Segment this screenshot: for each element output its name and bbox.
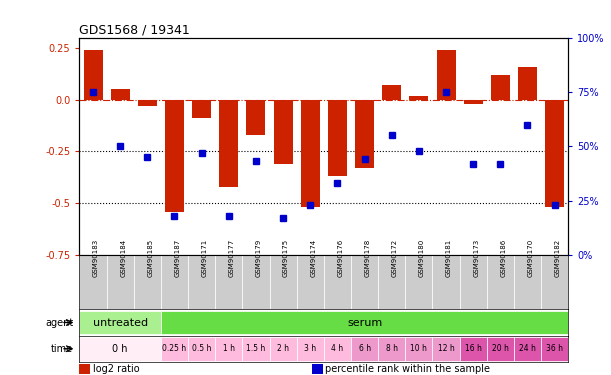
Bar: [459, 337, 487, 361]
Bar: [188, 337, 215, 361]
Bar: [246, 100, 265, 135]
Bar: [297, 337, 324, 361]
Bar: [487, 255, 514, 309]
Bar: [433, 337, 459, 361]
Text: GSM90185: GSM90185: [147, 238, 153, 277]
Text: 0.5 h: 0.5 h: [192, 344, 211, 353]
Text: 2 h: 2 h: [277, 344, 289, 353]
Bar: [409, 96, 428, 100]
Bar: [215, 337, 243, 361]
Text: GSM90184: GSM90184: [120, 238, 126, 277]
Bar: [464, 100, 483, 104]
Bar: [161, 255, 188, 309]
Bar: [324, 255, 351, 309]
Bar: [161, 310, 568, 334]
Text: GSM90178: GSM90178: [365, 238, 370, 277]
Bar: [405, 337, 433, 361]
Bar: [269, 337, 297, 361]
Text: time: time: [51, 344, 73, 354]
Bar: [433, 255, 459, 309]
Bar: [378, 337, 405, 361]
Text: 20 h: 20 h: [492, 344, 509, 353]
Bar: [436, 50, 456, 100]
Text: GSM90186: GSM90186: [500, 238, 507, 277]
Bar: [243, 255, 269, 309]
Bar: [355, 100, 374, 168]
Text: GSM90177: GSM90177: [229, 238, 235, 277]
Text: GSM90180: GSM90180: [419, 238, 425, 277]
Text: percentile rank within the sample: percentile rank within the sample: [325, 364, 490, 374]
Bar: [269, 255, 297, 309]
Text: 8 h: 8 h: [386, 344, 398, 353]
Bar: [79, 310, 161, 334]
Bar: [514, 255, 541, 309]
Text: serum: serum: [347, 318, 382, 327]
Text: 6 h: 6 h: [359, 344, 371, 353]
Bar: [405, 255, 433, 309]
Bar: [459, 255, 487, 309]
Bar: [134, 255, 161, 309]
Bar: [243, 337, 269, 361]
Bar: [301, 100, 320, 207]
Text: GSM90172: GSM90172: [392, 238, 398, 277]
Text: log2 ratio: log2 ratio: [93, 364, 139, 374]
Bar: [491, 75, 510, 100]
Text: GSM90175: GSM90175: [283, 238, 289, 277]
Text: 0 h: 0 h: [112, 344, 128, 354]
Bar: [79, 337, 161, 361]
Text: GSM90176: GSM90176: [337, 238, 343, 277]
Text: 3 h: 3 h: [304, 344, 316, 353]
Text: 10 h: 10 h: [411, 344, 427, 353]
Bar: [382, 85, 401, 100]
Text: GSM90170: GSM90170: [527, 238, 533, 277]
Bar: [351, 337, 378, 361]
Text: GSM90171: GSM90171: [202, 238, 208, 277]
Text: 36 h: 36 h: [546, 344, 563, 353]
Bar: [324, 337, 351, 361]
Text: GSM90173: GSM90173: [473, 238, 479, 277]
Text: 24 h: 24 h: [519, 344, 536, 353]
Text: 1.5 h: 1.5 h: [246, 344, 266, 353]
Text: GSM90187: GSM90187: [175, 238, 180, 277]
Bar: [165, 100, 184, 211]
Text: 4 h: 4 h: [331, 344, 343, 353]
Bar: [487, 337, 514, 361]
Text: untreated: untreated: [93, 318, 148, 327]
Text: GSM90183: GSM90183: [93, 238, 99, 277]
Bar: [219, 100, 238, 187]
Bar: [378, 255, 405, 309]
Text: 1 h: 1 h: [223, 344, 235, 353]
Text: 16 h: 16 h: [465, 344, 481, 353]
Text: GSM90174: GSM90174: [310, 238, 316, 277]
Bar: [545, 100, 564, 207]
Text: GDS1568 / 19341: GDS1568 / 19341: [79, 23, 190, 36]
Text: 12 h: 12 h: [437, 344, 455, 353]
Bar: [161, 337, 188, 361]
Bar: [192, 100, 211, 118]
Bar: [518, 66, 537, 100]
Bar: [84, 50, 103, 100]
Bar: [111, 89, 130, 100]
Bar: [274, 100, 293, 164]
Bar: [297, 255, 324, 309]
Bar: [541, 255, 568, 309]
Bar: [79, 255, 106, 309]
Text: agent: agent: [45, 318, 73, 327]
Bar: [138, 100, 157, 106]
Bar: [351, 255, 378, 309]
Text: GSM90179: GSM90179: [256, 238, 262, 277]
Bar: [188, 255, 215, 309]
Text: GSM90181: GSM90181: [446, 238, 452, 277]
Bar: [215, 255, 243, 309]
Bar: [328, 100, 347, 176]
Bar: [514, 337, 541, 361]
Bar: [541, 337, 568, 361]
Text: GSM90182: GSM90182: [555, 238, 561, 277]
Text: 0.25 h: 0.25 h: [163, 344, 186, 353]
Bar: [106, 255, 134, 309]
